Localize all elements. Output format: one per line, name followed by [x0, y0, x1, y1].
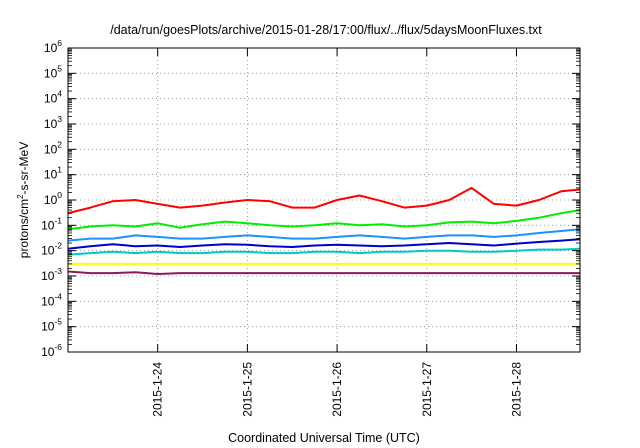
y-tick-label: 10-4 [41, 291, 62, 308]
x-tick-label: 2015-1-26 [330, 362, 344, 417]
series-line [67, 238, 581, 250]
series-line [67, 228, 581, 242]
y-tick-label: 10-2 [41, 241, 62, 258]
tick-labels: 10-6 10-5 10-4 10-3 10-2 10-1 100 101 102 103 104 1… [41, 38, 523, 417]
series-line [67, 247, 581, 256]
y-tick-label: 106 [44, 38, 62, 55]
series-line [67, 186, 581, 215]
chart-title: /data/run/goesPlots/archive/2015-01-28/1… [110, 23, 542, 37]
y-tick-label: 10-3 [41, 266, 62, 283]
y-tick-label: 105 [44, 63, 62, 80]
x-tick-label: 2015-1-24 [151, 362, 165, 417]
y-tick-label: 100 [44, 190, 62, 207]
y-tick-label: 10-1 [41, 215, 62, 232]
y-tick-label: 10-6 [41, 342, 62, 359]
y-tick-label: 101 [44, 165, 62, 182]
grid [68, 48, 580, 352]
y-axis-label: protons/cm2-s-sr-MeV [16, 142, 31, 258]
series-group [67, 186, 581, 275]
x-tick-label: 2015-1-25 [240, 362, 254, 417]
series-line [67, 209, 581, 231]
series-line [67, 270, 580, 275]
x-tick-label: 2015-1-28 [509, 362, 523, 417]
y-tick-label: 104 [44, 89, 62, 106]
axis-ticks [68, 47, 580, 353]
x-tick-label: 2015-1-27 [420, 362, 434, 417]
y-tick-label: 102 [44, 139, 62, 156]
y-tick-label: 103 [44, 114, 62, 131]
y-tick-label: 10-5 [41, 317, 62, 334]
x-axis-label: Coordinated Universal Time (UTC) [228, 431, 420, 445]
